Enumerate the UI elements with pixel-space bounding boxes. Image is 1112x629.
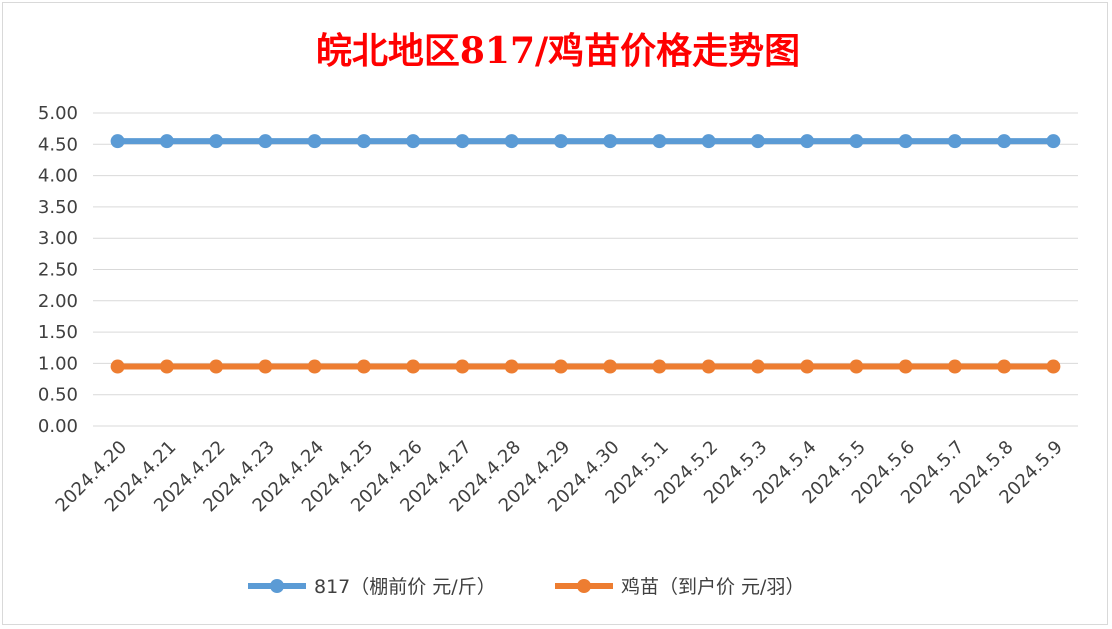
data-point [997,359,1012,374]
chart-title: 皖北地区817/鸡苗价格走势图 [316,30,800,72]
y-tick-label: 2.00 [38,291,78,312]
data-point [750,359,765,374]
data-point [701,359,716,374]
legend-label: 817（棚前价 元/斤） [314,576,496,598]
y-tick-label: 1.00 [38,353,78,374]
data-point [849,359,864,374]
legend-swatch-marker [270,579,284,593]
data-point [898,359,913,374]
y-tick-label: 3.50 [38,197,78,218]
y-tick-label: 2.50 [38,260,78,281]
data-point [800,134,815,149]
y-axis: 0.00 0.50 1.00 1.50 2.00 2.50 3.00 3.50 4.00 4.50… [38,103,78,437]
data-point [455,134,470,149]
series-1 [110,134,1061,149]
data-point [750,134,765,149]
data-point [258,359,273,374]
data-point [701,134,716,149]
data-point [947,134,962,149]
data-point [997,134,1012,149]
y-tick-label: 1.50 [38,322,78,343]
y-tick-label: 5.00 [38,103,78,124]
y-tick-label: 4.00 [38,166,78,187]
data-point [406,359,421,374]
data-point [652,134,667,149]
y-tick-label: 4.50 [38,134,78,155]
series-2 [110,359,1061,374]
data-point [356,359,371,374]
gridlines [93,112,1078,427]
data-point [898,134,913,149]
data-point [307,359,322,374]
data-point [406,134,421,149]
data-point [652,359,667,374]
legend: 817（棚前价 元/斤） 鸡苗（到户价 元/羽） [248,576,804,598]
legend-item-1: 817（棚前价 元/斤） [248,576,496,598]
data-point [504,134,519,149]
data-point [603,359,618,374]
data-point [209,134,224,149]
data-point [356,134,371,149]
data-point [947,359,962,374]
data-point [455,359,470,374]
data-point [110,359,125,374]
data-point [603,134,618,149]
y-tick-label: 3.00 [38,228,78,249]
data-point [307,134,322,149]
data-point [1046,359,1061,374]
y-tick-label: 0.00 [38,416,78,437]
series-group [110,134,1061,374]
data-point [159,134,174,149]
legend-item-2: 鸡苗（到户价 元/羽） [555,576,804,598]
x-axis: 2024.4.202024.4.212024.4.222024.4.232024… [52,437,1067,517]
legend-label: 鸡苗（到户价 元/羽） [621,576,804,598]
line-chart: 皖北地区817/鸡苗价格走势图 0.00 0.50 1.00 1.50 2.00 2.50… [38,30,1078,598]
data-point [800,359,815,374]
data-point [110,134,125,149]
data-point [553,134,568,149]
data-point [504,359,519,374]
data-point [849,134,864,149]
data-point [258,134,273,149]
legend-swatch-marker [577,579,591,593]
data-point [159,359,174,374]
y-tick-label: 0.50 [38,385,78,406]
data-point [209,359,224,374]
data-point [1046,134,1061,149]
data-point [553,359,568,374]
